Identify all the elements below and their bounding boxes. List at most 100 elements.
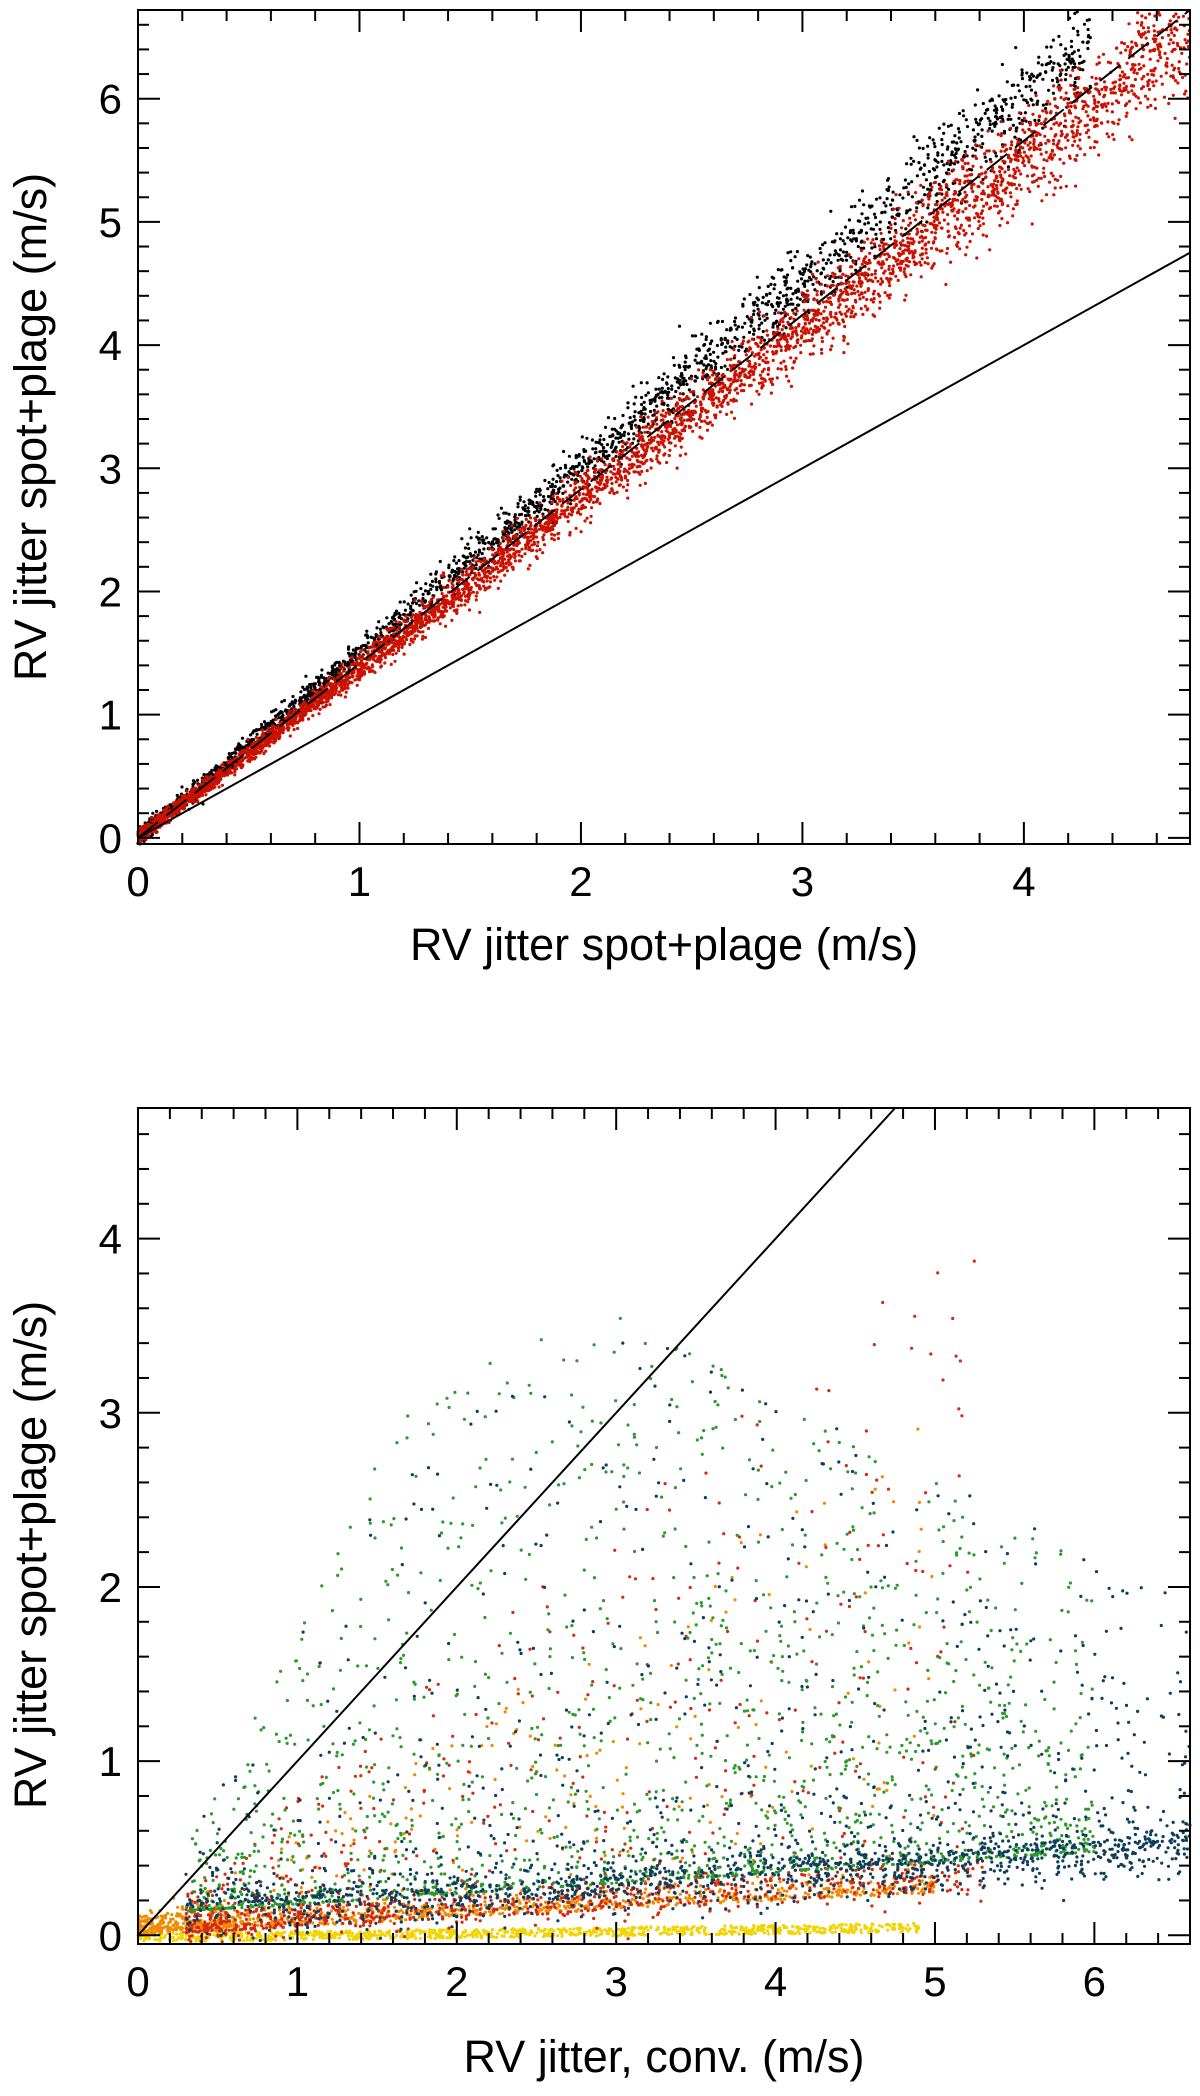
black-scatter-point xyxy=(1044,70,1048,74)
black-scatter-point xyxy=(767,299,771,304)
black-scatter-point xyxy=(549,484,553,488)
black-scatter-point xyxy=(229,754,233,758)
red-scatter-point xyxy=(1019,172,1023,176)
black-scatter-point xyxy=(646,391,650,395)
red-scatter-point xyxy=(1142,64,1146,68)
red-scatter-point xyxy=(250,757,254,761)
black-scatter-point xyxy=(716,319,720,323)
red-scatter-point xyxy=(873,272,877,276)
black-scatter-point xyxy=(988,122,992,127)
black-scatter-point xyxy=(915,174,920,178)
red-scatter-point xyxy=(678,453,683,458)
red-scatter-point xyxy=(946,213,950,217)
red-scatter-point xyxy=(961,167,965,171)
black-scatter-point xyxy=(378,627,382,631)
red-scatter-point xyxy=(1138,101,1142,105)
black-scatter-point xyxy=(591,447,595,451)
red-scatter-point xyxy=(324,684,328,688)
black-scatter-point xyxy=(1087,18,1091,22)
red-scatter-point xyxy=(1084,110,1088,114)
black-scatter-point xyxy=(882,201,886,205)
black-scatter-point xyxy=(561,484,565,488)
black-scatter-point xyxy=(709,364,713,368)
black-scatter-point xyxy=(1023,111,1027,115)
black-scatter-point xyxy=(662,372,666,376)
black-scatter-point xyxy=(558,466,563,470)
red-scatter-point xyxy=(605,475,609,479)
black-scatter-point xyxy=(556,474,560,478)
black-scatter-point xyxy=(1056,79,1060,83)
red-scatter-point xyxy=(1171,41,1175,45)
red-scatter-point xyxy=(915,232,919,236)
black-scatter-point xyxy=(933,145,937,149)
black-scatter-point xyxy=(209,770,213,774)
black-scatter-point xyxy=(175,793,179,798)
red-scatter-point xyxy=(1009,147,1013,151)
red-scatter-point xyxy=(1097,61,1101,65)
black-scatter-point xyxy=(614,454,618,458)
red-scatter-point xyxy=(1092,145,1096,150)
black-scatter-point xyxy=(873,245,877,249)
red-scatter-point xyxy=(394,620,398,624)
red-scatter-point xyxy=(1032,173,1036,177)
red-scatter-point xyxy=(930,230,934,234)
red-scatter-point xyxy=(765,333,770,337)
black-scatter-point xyxy=(929,182,933,186)
red-scatter-point xyxy=(1064,146,1068,150)
red-scatter-point xyxy=(668,448,672,452)
red-scatter-point xyxy=(317,712,321,716)
black-scatter-point xyxy=(1029,88,1034,92)
black-scatter-point xyxy=(155,809,159,814)
black-scatter-point xyxy=(887,185,891,189)
red-scatter-point xyxy=(469,562,473,566)
black-scatter-point xyxy=(729,327,733,331)
red-scatter-point xyxy=(627,471,631,475)
black-scatter-point xyxy=(408,611,413,615)
black-scatter-point xyxy=(496,513,500,517)
red-scatter-point xyxy=(578,512,583,516)
black-scatter-point xyxy=(700,361,704,365)
red-scatter-point xyxy=(701,375,705,379)
black-scatter-point xyxy=(931,167,936,171)
black-scatter-point xyxy=(450,568,454,573)
black-scatter-point xyxy=(365,629,369,633)
black-scatter-point xyxy=(1071,26,1075,30)
red-scatter-point xyxy=(542,543,547,547)
red-scatter-point xyxy=(805,316,810,320)
red-scatter-point xyxy=(1128,49,1132,53)
black-scatter-point xyxy=(364,644,368,648)
black-scatter-point xyxy=(527,502,532,506)
red-scatter-point xyxy=(904,263,908,267)
black-scatter-point xyxy=(708,352,712,356)
red-scatter-point xyxy=(1152,84,1156,88)
red-scatter-point xyxy=(996,179,1000,184)
black-scatter-point xyxy=(1020,73,1024,77)
red-scatter-point xyxy=(891,270,895,274)
black-scatter-point xyxy=(1051,91,1055,95)
black-scatter-point xyxy=(703,356,707,360)
black-scatter-point xyxy=(856,244,860,249)
red-scatter-point xyxy=(694,404,698,408)
red-scatter-point xyxy=(929,246,934,250)
red-scatter-point xyxy=(1078,138,1082,142)
black-scatter-point xyxy=(743,349,747,353)
black-scatter-point xyxy=(397,611,401,615)
black-scatter-point xyxy=(757,327,761,331)
black-scatter-point xyxy=(519,512,524,517)
red-scatter-point xyxy=(711,373,715,377)
red-scatter-point xyxy=(902,270,906,274)
red-scatter-point xyxy=(391,652,395,657)
black-scatter-point xyxy=(765,303,770,307)
red-scatter-point xyxy=(800,291,804,295)
red-scatter-point xyxy=(995,186,999,191)
black-scatter-point xyxy=(687,364,692,368)
red-scatter-point xyxy=(749,315,754,319)
black-scatter-point xyxy=(451,578,455,582)
black-scatter-point xyxy=(1041,126,1045,130)
black-scatter-point xyxy=(697,347,701,351)
red-scatter-point xyxy=(409,639,413,643)
red-scatter-point xyxy=(211,786,215,790)
red-scatter-point xyxy=(1014,148,1018,152)
black-scatter-point xyxy=(917,161,921,165)
black-scatter-point xyxy=(252,738,256,742)
